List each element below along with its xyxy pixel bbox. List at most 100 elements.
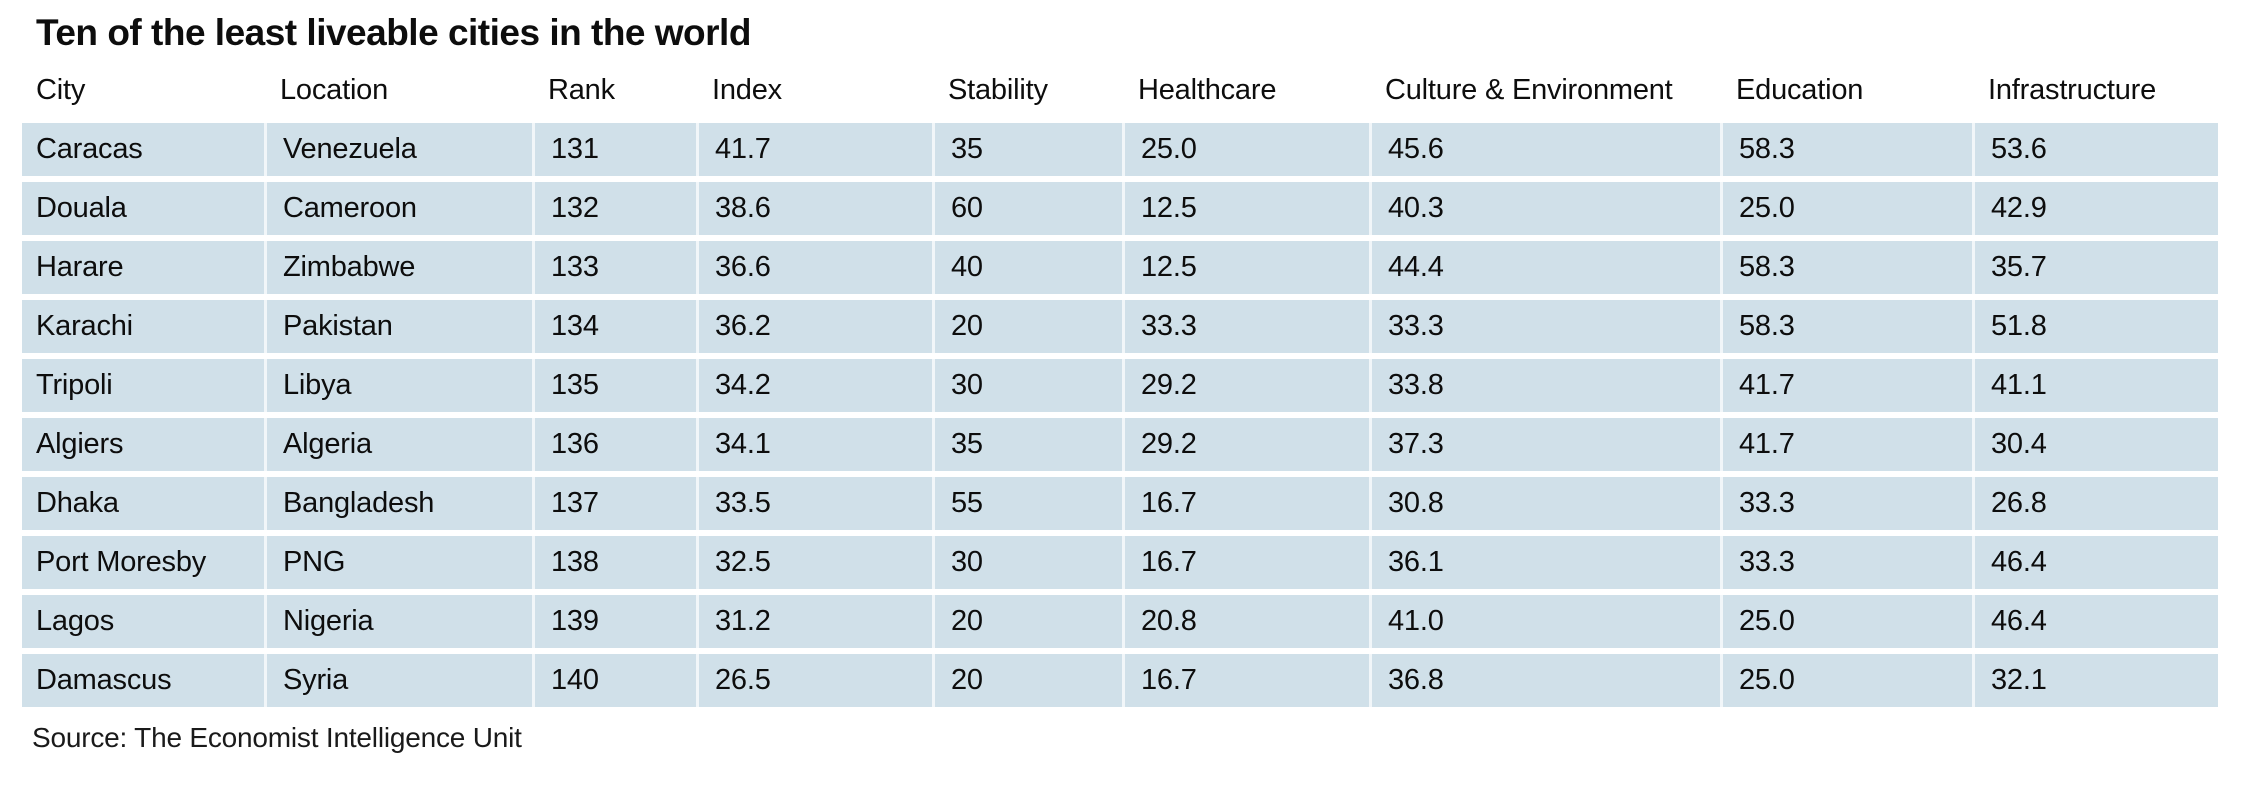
table-row: Douala Cameroon 132 38.6 60 12.5 40.3 25… xyxy=(22,182,2218,235)
cell-education: 25.0 xyxy=(1720,595,1972,648)
cell-location: Zimbabwe xyxy=(264,241,532,294)
cell-stability: 35 xyxy=(932,418,1122,471)
liveability-table: City Location Rank Index Stability Healt… xyxy=(22,56,2218,713)
cell-stability: 60 xyxy=(932,182,1122,235)
cell-culture-environment: 30.8 xyxy=(1369,477,1720,530)
cell-culture-environment: 37.3 xyxy=(1369,418,1720,471)
cell-infrastructure: 41.1 xyxy=(1972,359,2218,412)
cell-rank: 135 xyxy=(532,359,696,412)
cell-rank: 140 xyxy=(532,654,696,707)
cell-education: 25.0 xyxy=(1720,654,1972,707)
cell-index: 36.6 xyxy=(696,241,932,294)
cell-city: Lagos xyxy=(22,595,264,648)
table-row: Port Moresby PNG 138 32.5 30 16.7 36.1 3… xyxy=(22,536,2218,589)
cell-city: Harare xyxy=(22,241,264,294)
cell-city: Port Moresby xyxy=(22,536,264,589)
cell-rank: 137 xyxy=(532,477,696,530)
cell-rank: 132 xyxy=(532,182,696,235)
source-note: Source: The Economist Intelligence Unit xyxy=(32,722,522,753)
table-row: Karachi Pakistan 134 36.2 20 33.3 33.3 5… xyxy=(22,300,2218,353)
cell-healthcare: 25.0 xyxy=(1122,123,1369,176)
cell-infrastructure: 32.1 xyxy=(1972,654,2218,707)
cell-healthcare: 29.2 xyxy=(1122,418,1369,471)
cell-stability: 20 xyxy=(932,654,1122,707)
cell-healthcare: 12.5 xyxy=(1122,182,1369,235)
cell-rank: 139 xyxy=(532,595,696,648)
cell-city: Caracas xyxy=(22,123,264,176)
table-body: Caracas Venezuela 131 41.7 35 25.0 45.6 … xyxy=(22,123,2218,707)
cell-index: 41.7 xyxy=(696,123,932,176)
cell-infrastructure: 53.6 xyxy=(1972,123,2218,176)
cell-education: 41.7 xyxy=(1720,418,1972,471)
cell-location: Algeria xyxy=(264,418,532,471)
cell-healthcare: 20.8 xyxy=(1122,595,1369,648)
cell-education: 33.3 xyxy=(1720,536,1972,589)
cell-culture-environment: 40.3 xyxy=(1369,182,1720,235)
cell-healthcare: 33.3 xyxy=(1122,300,1369,353)
cell-stability: 30 xyxy=(932,536,1122,589)
cell-healthcare: 29.2 xyxy=(1122,359,1369,412)
cell-location: Nigeria xyxy=(264,595,532,648)
cell-city: Tripoli xyxy=(22,359,264,412)
cell-stability: 35 xyxy=(932,123,1122,176)
cell-location: Venezuela xyxy=(264,123,532,176)
cell-infrastructure: 26.8 xyxy=(1972,477,2218,530)
cell-rank: 133 xyxy=(532,241,696,294)
cell-rank: 138 xyxy=(532,536,696,589)
cell-city: Karachi xyxy=(22,300,264,353)
cell-healthcare: 16.7 xyxy=(1122,477,1369,530)
cell-healthcare: 12.5 xyxy=(1122,241,1369,294)
cell-stability: 40 xyxy=(932,241,1122,294)
cell-infrastructure: 46.4 xyxy=(1972,536,2218,589)
cell-culture-environment: 36.1 xyxy=(1369,536,1720,589)
cell-rank: 134 xyxy=(532,300,696,353)
cell-healthcare: 16.7 xyxy=(1122,536,1369,589)
cell-stability: 20 xyxy=(932,300,1122,353)
cell-rank: 131 xyxy=(532,123,696,176)
cell-index: 26.5 xyxy=(696,654,932,707)
cell-location: PNG xyxy=(264,536,532,589)
table-row: Caracas Venezuela 131 41.7 35 25.0 45.6 … xyxy=(22,123,2218,176)
column-header-index: Index xyxy=(696,62,932,117)
cell-culture-environment: 44.4 xyxy=(1369,241,1720,294)
cell-culture-environment: 36.8 xyxy=(1369,654,1720,707)
cell-rank: 136 xyxy=(532,418,696,471)
cell-index: 32.5 xyxy=(696,536,932,589)
cell-education: 58.3 xyxy=(1720,123,1972,176)
cell-city: Dhaka xyxy=(22,477,264,530)
cell-education: 33.3 xyxy=(1720,477,1972,530)
table-row: Algiers Algeria 136 34.1 35 29.2 37.3 41… xyxy=(22,418,2218,471)
cell-stability: 20 xyxy=(932,595,1122,648)
header-row: City Location Rank Index Stability Healt… xyxy=(22,62,2218,117)
cell-stability: 30 xyxy=(932,359,1122,412)
cell-infrastructure: 30.4 xyxy=(1972,418,2218,471)
cell-infrastructure: 46.4 xyxy=(1972,595,2218,648)
cell-index: 38.6 xyxy=(696,182,932,235)
cell-index: 36.2 xyxy=(696,300,932,353)
cell-education: 58.3 xyxy=(1720,300,1972,353)
cell-city: Douala xyxy=(22,182,264,235)
cell-culture-environment: 33.8 xyxy=(1369,359,1720,412)
cell-culture-environment: 41.0 xyxy=(1369,595,1720,648)
cell-infrastructure: 42.9 xyxy=(1972,182,2218,235)
cell-healthcare: 16.7 xyxy=(1122,654,1369,707)
column-header-rank: Rank xyxy=(532,62,696,117)
cell-city: Algiers xyxy=(22,418,264,471)
cell-location: Syria xyxy=(264,654,532,707)
column-header-city: City xyxy=(22,62,264,117)
cell-location: Libya xyxy=(264,359,532,412)
cell-index: 34.1 xyxy=(696,418,932,471)
cell-education: 58.3 xyxy=(1720,241,1972,294)
cell-infrastructure: 35.7 xyxy=(1972,241,2218,294)
cell-location: Bangladesh xyxy=(264,477,532,530)
cell-infrastructure: 51.8 xyxy=(1972,300,2218,353)
column-header-education: Education xyxy=(1720,62,1972,117)
cell-stability: 55 xyxy=(932,477,1122,530)
cell-education: 25.0 xyxy=(1720,182,1972,235)
column-header-healthcare: Healthcare xyxy=(1122,62,1369,117)
table-row: Dhaka Bangladesh 137 33.5 55 16.7 30.8 3… xyxy=(22,477,2218,530)
table-row: Harare Zimbabwe 133 36.6 40 12.5 44.4 58… xyxy=(22,241,2218,294)
cell-culture-environment: 45.6 xyxy=(1369,123,1720,176)
table-row: Damascus Syria 140 26.5 20 16.7 36.8 25.… xyxy=(22,654,2218,707)
